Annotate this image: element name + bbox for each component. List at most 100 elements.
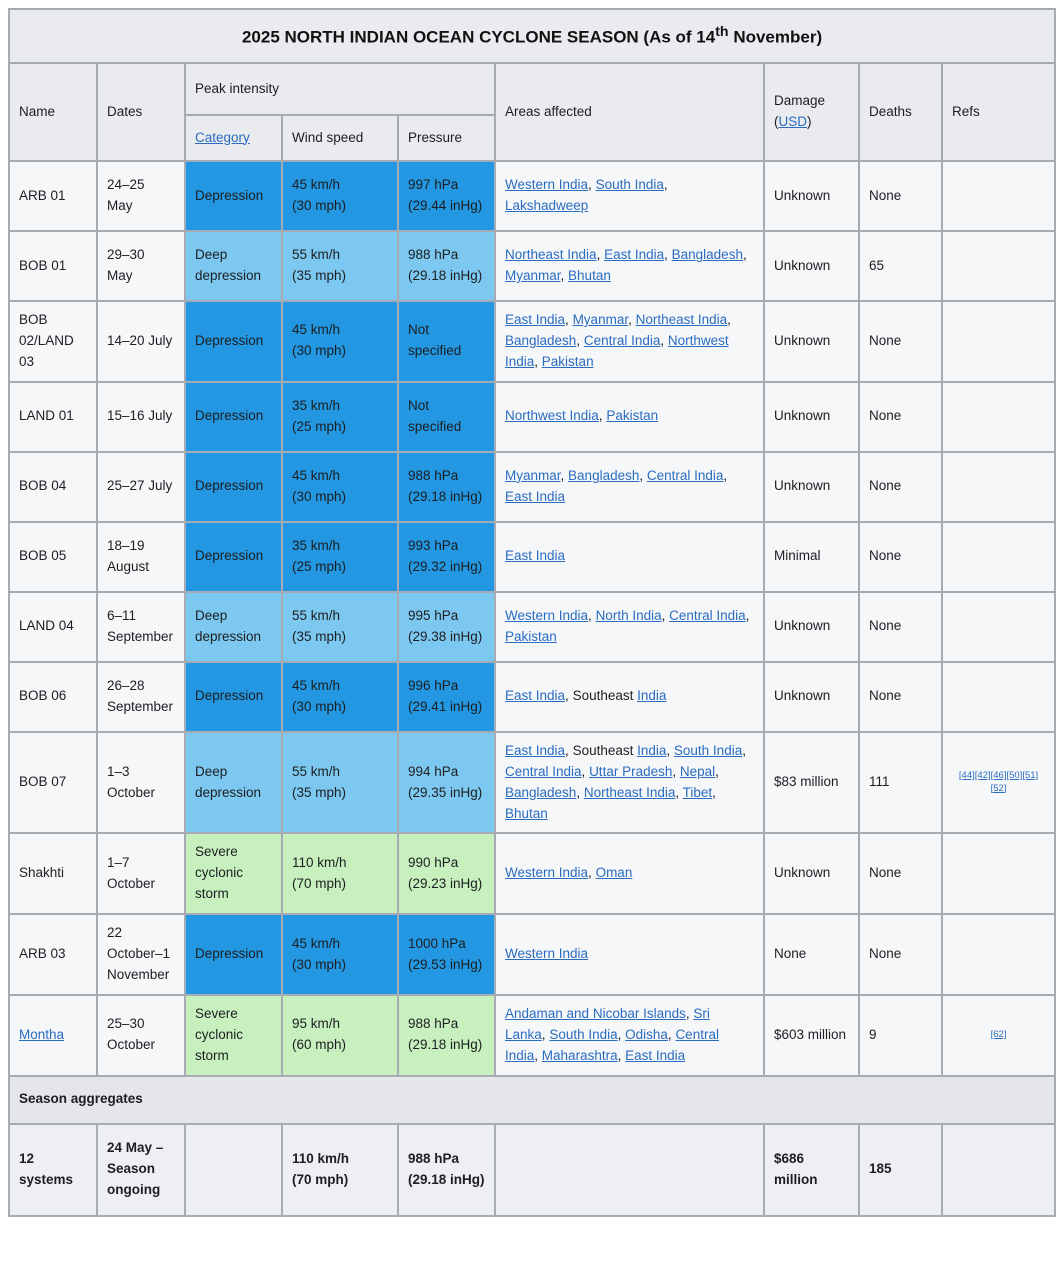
- area-link[interactable]: North India: [595, 607, 662, 623]
- area-link[interactable]: Myanmar: [505, 268, 561, 283]
- area-link[interactable]: East India: [505, 548, 566, 564]
- category-link[interactable]: Category: [195, 129, 250, 145]
- aggregate-pressure-cell: 988 hPa (29.18 inHg): [397, 1122, 496, 1217]
- table-row: Shakhti 1–7 October Severe cyclonic storm 1…: [8, 832, 1057, 916]
- area-link[interactable]: Central India: [505, 1026, 719, 1063]
- damage-paren-close: ): [807, 114, 812, 129]
- category-cell: Depression: [184, 450, 283, 523]
- area-link[interactable]: India: [637, 742, 667, 758]
- area-link[interactable]: East India: [505, 312, 566, 327]
- areas-affected-cell: Western India, North India, Central Indi…: [494, 590, 765, 663]
- area-link[interactable]: Tibet: [682, 784, 713, 800]
- area-link[interactable]: Western India: [505, 607, 589, 623]
- table-row: BOB 05 18–19 August Depression 35 km/h (25 …: [8, 520, 1057, 593]
- area-link[interactable]: Northeast India: [583, 784, 676, 800]
- dates-cell: 14–20 July: [96, 300, 186, 383]
- storm-name-cell: Shakhti: [8, 832, 98, 916]
- area-link[interactable]: Sri Lanka: [505, 1005, 710, 1042]
- season-aggregates-header-row: Season aggregates: [7, 1074, 1057, 1125]
- col-refs: Refs: [940, 62, 1057, 162]
- pressure-cell: 1000 hPa (29.53 inHg): [397, 913, 496, 996]
- table-row: LAND 04 6–11 September Deep depression 55 k…: [8, 590, 1057, 663]
- area-link[interactable]: Myanmar: [572, 312, 629, 327]
- area-link[interactable]: Nepal: [679, 763, 716, 779]
- ref-link[interactable]: [50]: [1006, 770, 1023, 782]
- deaths-cell: None: [858, 520, 943, 593]
- refs-cell: [940, 380, 1057, 453]
- ref-link[interactable]: [44]: [958, 770, 975, 782]
- refs-cell: [940, 520, 1057, 593]
- ref-link[interactable]: [51]: [1022, 770, 1039, 782]
- area-link[interactable]: Oman: [595, 865, 633, 881]
- area-link[interactable]: Maharashtra: [541, 1047, 618, 1063]
- refs-cell: [940, 590, 1057, 663]
- area-link[interactable]: Pakistan: [606, 408, 659, 424]
- col-category: Category: [184, 114, 283, 162]
- area-link[interactable]: India: [637, 688, 667, 704]
- damage-cell: Unknown: [763, 450, 860, 523]
- area-link[interactable]: East India: [604, 247, 665, 263]
- area-link[interactable]: South India: [549, 1026, 618, 1042]
- ref-link[interactable]: [46]: [990, 770, 1007, 782]
- area-link[interactable]: Central India: [505, 763, 582, 779]
- storm-name-link[interactable]: Montha: [19, 1026, 65, 1042]
- aggregate-deaths-cell: 185: [858, 1122, 943, 1217]
- area-link[interactable]: Andaman and Nicobar Islands: [505, 1005, 686, 1021]
- area-link[interactable]: Northeast India: [635, 312, 728, 327]
- aggregate-damage-cell: $686 million: [763, 1122, 860, 1217]
- pressure-cell: Not specified: [397, 380, 496, 453]
- pressure-cell: Not specified: [397, 300, 496, 383]
- deaths-cell: None: [858, 300, 943, 383]
- deaths-cell: None: [858, 380, 943, 453]
- area-link[interactable]: South India: [595, 177, 664, 193]
- area-link[interactable]: Northwest India: [505, 408, 599, 424]
- area-link[interactable]: East India: [505, 688, 566, 704]
- area-link[interactable]: Myanmar: [505, 467, 561, 483]
- area-link[interactable]: Bangladesh: [568, 467, 640, 483]
- area-link[interactable]: South India: [673, 742, 743, 758]
- dates-cell: 25–30 October: [96, 993, 186, 1077]
- area-link[interactable]: Bangladesh: [671, 247, 743, 263]
- area-link[interactable]: Bhutan: [505, 805, 548, 821]
- area-link[interactable]: Bangladesh: [505, 784, 577, 800]
- aggregate-wind-cell: 110 km/h (70 mph): [281, 1122, 399, 1217]
- category-cell: Deep depression: [184, 730, 283, 835]
- damage-cell: $603 million: [763, 993, 860, 1077]
- damage-cell: Unknown: [763, 832, 860, 916]
- area-link[interactable]: Uttar Pradesh: [589, 763, 673, 779]
- area-link[interactable]: Central India: [646, 467, 724, 483]
- usd-link[interactable]: USD: [778, 114, 808, 129]
- area-link[interactable]: Western India: [505, 865, 589, 881]
- category-cell: Severe cyclonic storm: [184, 993, 283, 1077]
- area-link[interactable]: Pakistan: [541, 353, 594, 369]
- area-link[interactable]: Central India: [583, 332, 661, 348]
- ref-link[interactable]: [52]: [990, 782, 1007, 794]
- area-link[interactable]: Bhutan: [568, 268, 611, 283]
- col-dates: Dates: [96, 62, 186, 162]
- area-link[interactable]: Western India: [505, 177, 589, 193]
- pressure-cell: 988 hPa (29.18 inHg): [397, 450, 496, 523]
- refs-cell: [940, 450, 1057, 523]
- area-link[interactable]: Pakistan: [505, 628, 557, 644]
- area-link[interactable]: Northwest India: [505, 332, 729, 369]
- area-link[interactable]: East India: [505, 488, 566, 504]
- category-cell: Depression: [184, 660, 283, 733]
- area-link[interactable]: Central India: [669, 607, 746, 623]
- area-link[interactable]: Odisha: [625, 1026, 668, 1042]
- pressure-cell: 996 hPa (29.41 inHg): [397, 660, 496, 733]
- area-link[interactable]: Lakshadweep: [505, 198, 589, 213]
- area-link[interactable]: Western India: [505, 946, 589, 962]
- ref-link[interactable]: [62]: [990, 1029, 1007, 1041]
- wind-speed-cell: 35 km/h (25 mph): [281, 520, 399, 593]
- pressure-cell: 988 hPa (29.18 inHg): [397, 230, 496, 302]
- area-link[interactable]: East India: [625, 1047, 686, 1063]
- storm-rows: ARB 01 24–25 May Depression 45 km/h (30 mph…: [8, 160, 1057, 1077]
- areas-affected-cell: East India, Myanmar, Northeast India, Ba…: [494, 300, 765, 383]
- area-link[interactable]: East India: [505, 742, 566, 758]
- deaths-cell: None: [858, 450, 943, 523]
- dates-cell: 15–16 July: [96, 380, 186, 453]
- area-link[interactable]: Bangladesh: [505, 332, 577, 348]
- area-link[interactable]: Northeast India: [505, 247, 597, 263]
- ref-link[interactable]: [42]: [974, 770, 991, 782]
- col-areas-affected: Areas affected: [494, 62, 765, 162]
